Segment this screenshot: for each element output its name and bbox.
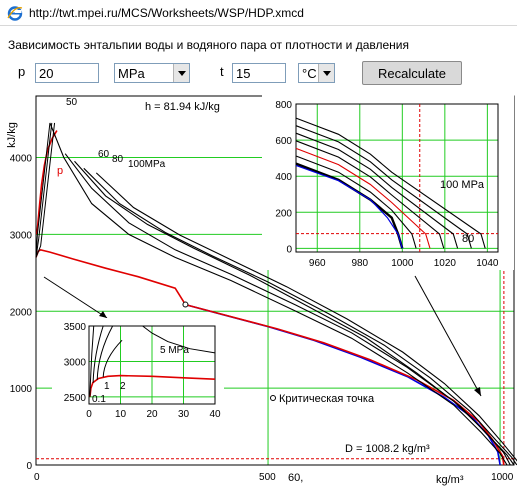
inset-isobar <box>295 155 417 249</box>
inset-label-5mpa: 5 MPa <box>160 345 189 356</box>
inset-isobar <box>96 325 114 380</box>
low-pressure-isobar <box>35 122 51 258</box>
page-heading: Зависимость энтальпии воды и водяного па… <box>8 38 409 52</box>
address-bar[interactable]: http://twt.mpei.ru/MCS/Worksheets/WSP/HD… <box>0 0 517 26</box>
inset-label-2: 2 <box>120 381 126 392</box>
isobar-label: 60 <box>98 149 110 160</box>
plot-frame <box>88 325 216 405</box>
inset-label-100mpa: 100 MPa <box>440 179 485 191</box>
inset-x-tick-label: 1040 <box>476 258 499 269</box>
inset-y-tick-label: 400 <box>275 172 292 183</box>
pressure-unit-select[interactable]: MPa <box>114 63 190 83</box>
zoom-arrowhead-right <box>474 387 481 396</box>
temperature-unit-select[interactable]: °C <box>298 63 335 83</box>
y-tick-label: 2000 <box>10 307 33 318</box>
pressure-label: p <box>18 64 26 79</box>
inset-isobar <box>89 325 95 397</box>
inset-y-tick-label: 3000 <box>64 357 87 368</box>
inset-y-tick-label: 0 <box>286 244 292 255</box>
inset-isobar <box>295 125 472 249</box>
pressure-series-label: p <box>57 165 63 177</box>
chevron-down-icon[interactable] <box>173 64 189 82</box>
temperature-unit-value: °C <box>302 65 317 81</box>
inset-y-tick-label: 600 <box>275 136 292 147</box>
inset-label-80: 80 <box>462 233 474 245</box>
inset-top-right: 960 980 1000 1020 1040 0 200 400 600 800 100 MPa 80 <box>262 92 514 270</box>
series-line-0 <box>36 130 58 235</box>
y-tick-label: 0 <box>26 461 32 472</box>
inset-x-tick-label: 1020 <box>434 258 457 269</box>
ie-page-icon <box>7 5 23 21</box>
low-pressure-isobar <box>35 122 53 258</box>
series-line-8 <box>95 172 517 462</box>
y-axis-label: kJ/kg <box>6 122 18 148</box>
x-tick-label: 0 <box>34 472 40 483</box>
plot-frame <box>295 103 499 253</box>
bottom-value-label: 60, <box>288 472 303 484</box>
inset-y-tick-label: 3500 <box>64 322 87 333</box>
x-tick-label: 1000 <box>491 472 514 483</box>
pressure-input[interactable] <box>35 63 99 83</box>
inset-x-tick-label: 10 <box>115 409 127 420</box>
isobar-label: 50 <box>66 97 78 108</box>
temperature-label: t <box>220 64 224 79</box>
inset-y-tick-label: 200 <box>275 208 292 219</box>
inset-background <box>52 318 224 430</box>
inset-x-tick-label: 0 <box>86 409 92 420</box>
address-url[interactable]: http://twt.mpei.ru/MCS/Worksheets/WSP/HD… <box>29 5 304 20</box>
series-line-1 <box>35 248 187 306</box>
inset-x-tick-label: 30 <box>178 409 190 420</box>
inset-isobar <box>295 132 459 249</box>
series-line-3 <box>185 303 505 466</box>
critical-point-marker <box>182 301 189 308</box>
inset-saturation-line <box>295 164 403 249</box>
critical-point-legend-marker <box>270 395 276 401</box>
inset-y-tick-label: 800 <box>275 100 292 111</box>
recalculate-button[interactable]: Recalculate <box>362 61 462 85</box>
series-line-6 <box>74 160 515 466</box>
series-line-4 <box>49 122 508 466</box>
zoom-arrowhead-left <box>99 311 107 318</box>
main-plot: 0 500 100001000200030004000kJ/kgkg/m³60,Кр… <box>6 95 517 486</box>
inset-y-tick-label: 2500 <box>64 393 87 404</box>
enthalpy-readout: h = 81.94 kJ/kg <box>145 101 220 113</box>
inset-x-tick-label: 20 <box>146 409 158 420</box>
inset-isobar <box>92 325 104 383</box>
inset-isobar <box>295 147 431 249</box>
inset-isobar <box>295 140 445 249</box>
chevron-down-icon[interactable] <box>318 64 334 82</box>
temperature-input[interactable] <box>232 63 286 83</box>
critical-point-label: Критическая точка <box>279 393 375 405</box>
density-readout: D = 1008.2 kg/m³ <box>345 443 430 455</box>
pressure-unit-value: MPa <box>118 65 145 81</box>
enthalpy-density-chart: 0 500 100001000200030004000kJ/kgkg/m³60,Кр… <box>6 92 517 486</box>
inset-isobar <box>142 325 216 354</box>
x-tick-label: 500 <box>259 472 276 483</box>
inset-x-tick-label: 40 <box>209 409 221 420</box>
y-tick-label: 4000 <box>10 154 33 165</box>
x-axis-label: kg/m³ <box>436 474 464 486</box>
inset-x-tick-label: 1000 <box>391 258 414 269</box>
series-line-7 <box>83 167 517 466</box>
isobar-label: 100MPa <box>128 159 166 170</box>
inset-isobar <box>295 117 486 249</box>
y-tick-label: 3000 <box>10 230 33 241</box>
inset-x-tick-label: 980 <box>351 258 368 269</box>
isobar-label: 80 <box>112 154 124 165</box>
inset-label-1: 1 <box>104 381 110 392</box>
y-tick-label: 1000 <box>10 384 33 395</box>
inset-bottom-left: 0 10 20 30 40 2500 3000 3500 5 MPa 0.1 1 2 <box>52 318 224 430</box>
inset-label-0-1: 0.1 <box>92 394 106 405</box>
inset-isobar <box>102 339 123 378</box>
zoom-pointer-right <box>414 275 482 397</box>
zoom-pointer-left <box>43 276 108 319</box>
inset-x-tick-label: 960 <box>309 258 326 269</box>
inset-saturation-line <box>89 374 216 397</box>
low-pressure-isobar <box>35 122 56 258</box>
